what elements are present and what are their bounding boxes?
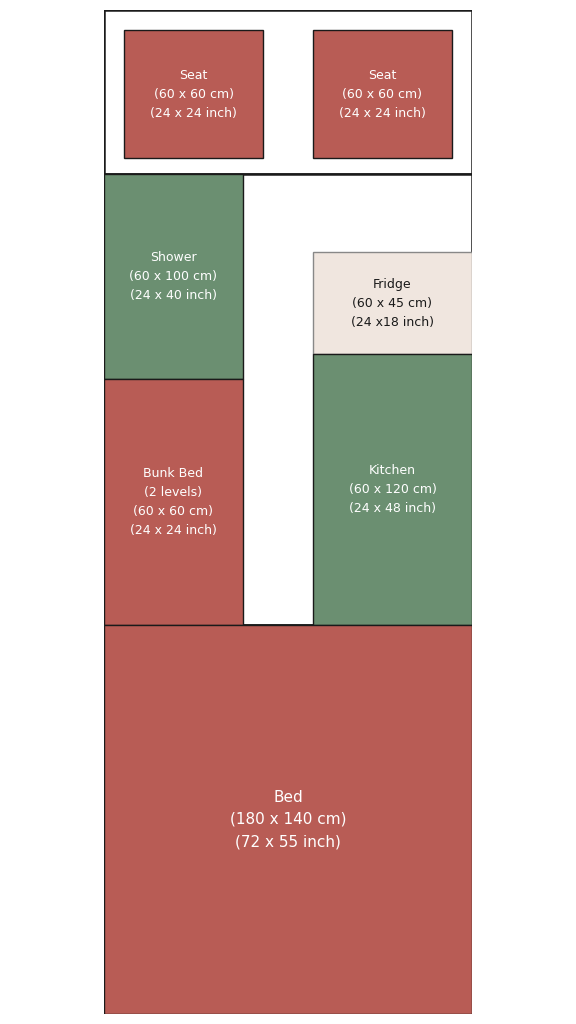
Text: Seat
(60 x 60 cm)
(24 x 24 inch): Seat (60 x 60 cm) (24 x 24 inch) xyxy=(339,69,426,120)
Bar xyxy=(313,252,472,354)
Text: Shower
(60 x 100 cm)
(24 x 40 inch): Shower (60 x 100 cm) (24 x 40 inch) xyxy=(129,251,217,302)
Bar xyxy=(104,379,243,625)
Text: Bunk Bed
(2 levels)
(60 x 60 cm)
(24 x 24 inch): Bunk Bed (2 levels) (60 x 60 cm) (24 x 2… xyxy=(130,467,217,537)
Text: Kitchen
(60 x 120 cm)
(24 x 48 inch): Kitchen (60 x 120 cm) (24 x 48 inch) xyxy=(348,464,437,515)
Bar xyxy=(104,10,472,174)
Text: Fridge
(60 x 45 cm)
(24 x18 inch): Fridge (60 x 45 cm) (24 x18 inch) xyxy=(351,278,434,329)
Bar xyxy=(104,174,243,379)
Bar xyxy=(104,174,472,625)
Bar xyxy=(124,31,263,158)
Bar xyxy=(104,625,472,1014)
Text: Bed
(180 x 140 cm)
(72 x 55 inch): Bed (180 x 140 cm) (72 x 55 inch) xyxy=(230,790,346,849)
Bar xyxy=(313,31,452,158)
Bar xyxy=(104,625,472,1014)
Bar xyxy=(313,354,472,625)
Text: Seat
(60 x 60 cm)
(24 x 24 inch): Seat (60 x 60 cm) (24 x 24 inch) xyxy=(150,69,237,120)
